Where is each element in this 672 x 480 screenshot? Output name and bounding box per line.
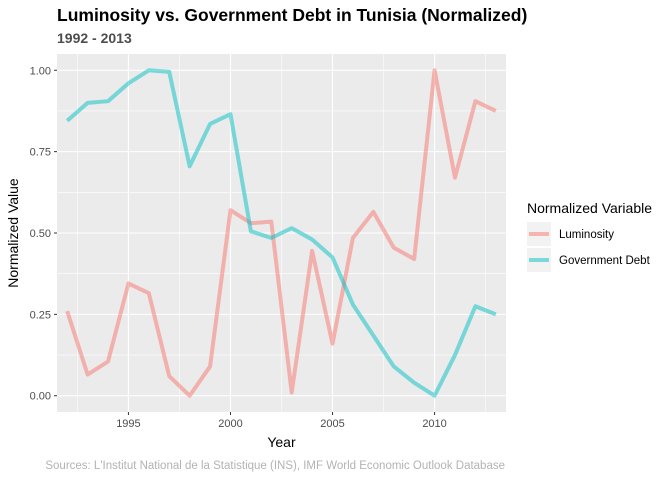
x-axis: 1995 2000 2005 2010: [116, 412, 447, 430]
series-line-government-debt: [65, 68, 497, 398]
legend-title: Normalized Variable: [527, 200, 652, 216]
y-axis-title: Normalized Value: [5, 178, 21, 288]
y-tick-label: 0.00: [30, 391, 51, 403]
series-lines: [65, 68, 497, 398]
y-tick-label: 0.50: [30, 228, 51, 240]
chart-caption: Sources: L'Institut National de la Stati…: [45, 460, 505, 472]
chart-title: Luminosity vs. Government Debt in Tunisi…: [57, 5, 527, 25]
legend: Normalized Variable Luminosity Government…: [527, 200, 652, 272]
y-tick-label: 0.25: [30, 309, 51, 321]
x-axis-title: Year: [267, 434, 296, 450]
legend-item-luminosity: Luminosity: [527, 222, 614, 246]
x-tick-label: 2010: [422, 418, 446, 430]
x-tick-label: 2000: [218, 418, 242, 430]
y-tick-label: 0.75: [30, 147, 51, 159]
y-axis: 0.00 0.25 0.50 0.75 1.00: [30, 65, 57, 403]
chart-subtitle: 1992 - 2013: [57, 30, 132, 46]
legend-label-luminosity: Luminosity: [559, 229, 614, 241]
series-line-luminosity: [65, 68, 497, 398]
legend-label-government-debt: Government Debt: [559, 255, 651, 267]
x-tick-label: 1995: [116, 418, 140, 430]
legend-item-government-debt: Government Debt: [527, 248, 651, 272]
x-tick-label: 2005: [320, 418, 344, 430]
y-tick-label: 1.00: [30, 65, 51, 77]
